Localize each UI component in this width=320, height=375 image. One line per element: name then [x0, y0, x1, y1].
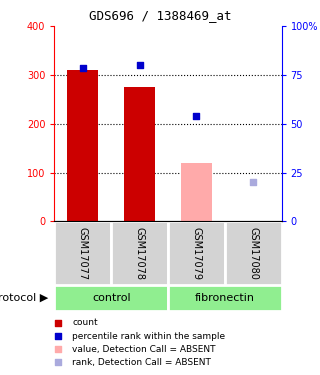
Point [194, 113, 199, 119]
Point [80, 64, 85, 70]
Point [137, 62, 142, 68]
Text: protocol ▶: protocol ▶ [0, 293, 48, 303]
Text: GSM17080: GSM17080 [248, 226, 258, 280]
Text: GDS696 / 1388469_at: GDS696 / 1388469_at [89, 9, 231, 22]
Point [55, 359, 60, 365]
Bar [111, 221, 168, 285]
Text: GSM17077: GSM17077 [78, 226, 88, 280]
Point [55, 333, 60, 339]
Bar [124, 87, 155, 221]
Text: percentile rank within the sample: percentile rank within the sample [72, 332, 226, 340]
Text: GSM17079: GSM17079 [191, 226, 201, 280]
Bar [181, 163, 212, 221]
Point [251, 179, 256, 185]
Text: rank, Detection Call = ABSENT: rank, Detection Call = ABSENT [72, 358, 211, 367]
Bar [67, 70, 99, 221]
Bar [168, 221, 225, 285]
Text: GSM17078: GSM17078 [135, 226, 145, 280]
Text: control: control [92, 293, 131, 303]
Point [55, 320, 60, 326]
Text: count: count [72, 318, 98, 327]
Bar [225, 221, 282, 285]
Bar [54, 285, 168, 311]
Text: fibronectin: fibronectin [195, 293, 255, 303]
Text: value, Detection Call = ABSENT: value, Detection Call = ABSENT [72, 345, 216, 354]
Bar [168, 285, 282, 311]
Bar [54, 221, 111, 285]
Point [55, 346, 60, 352]
